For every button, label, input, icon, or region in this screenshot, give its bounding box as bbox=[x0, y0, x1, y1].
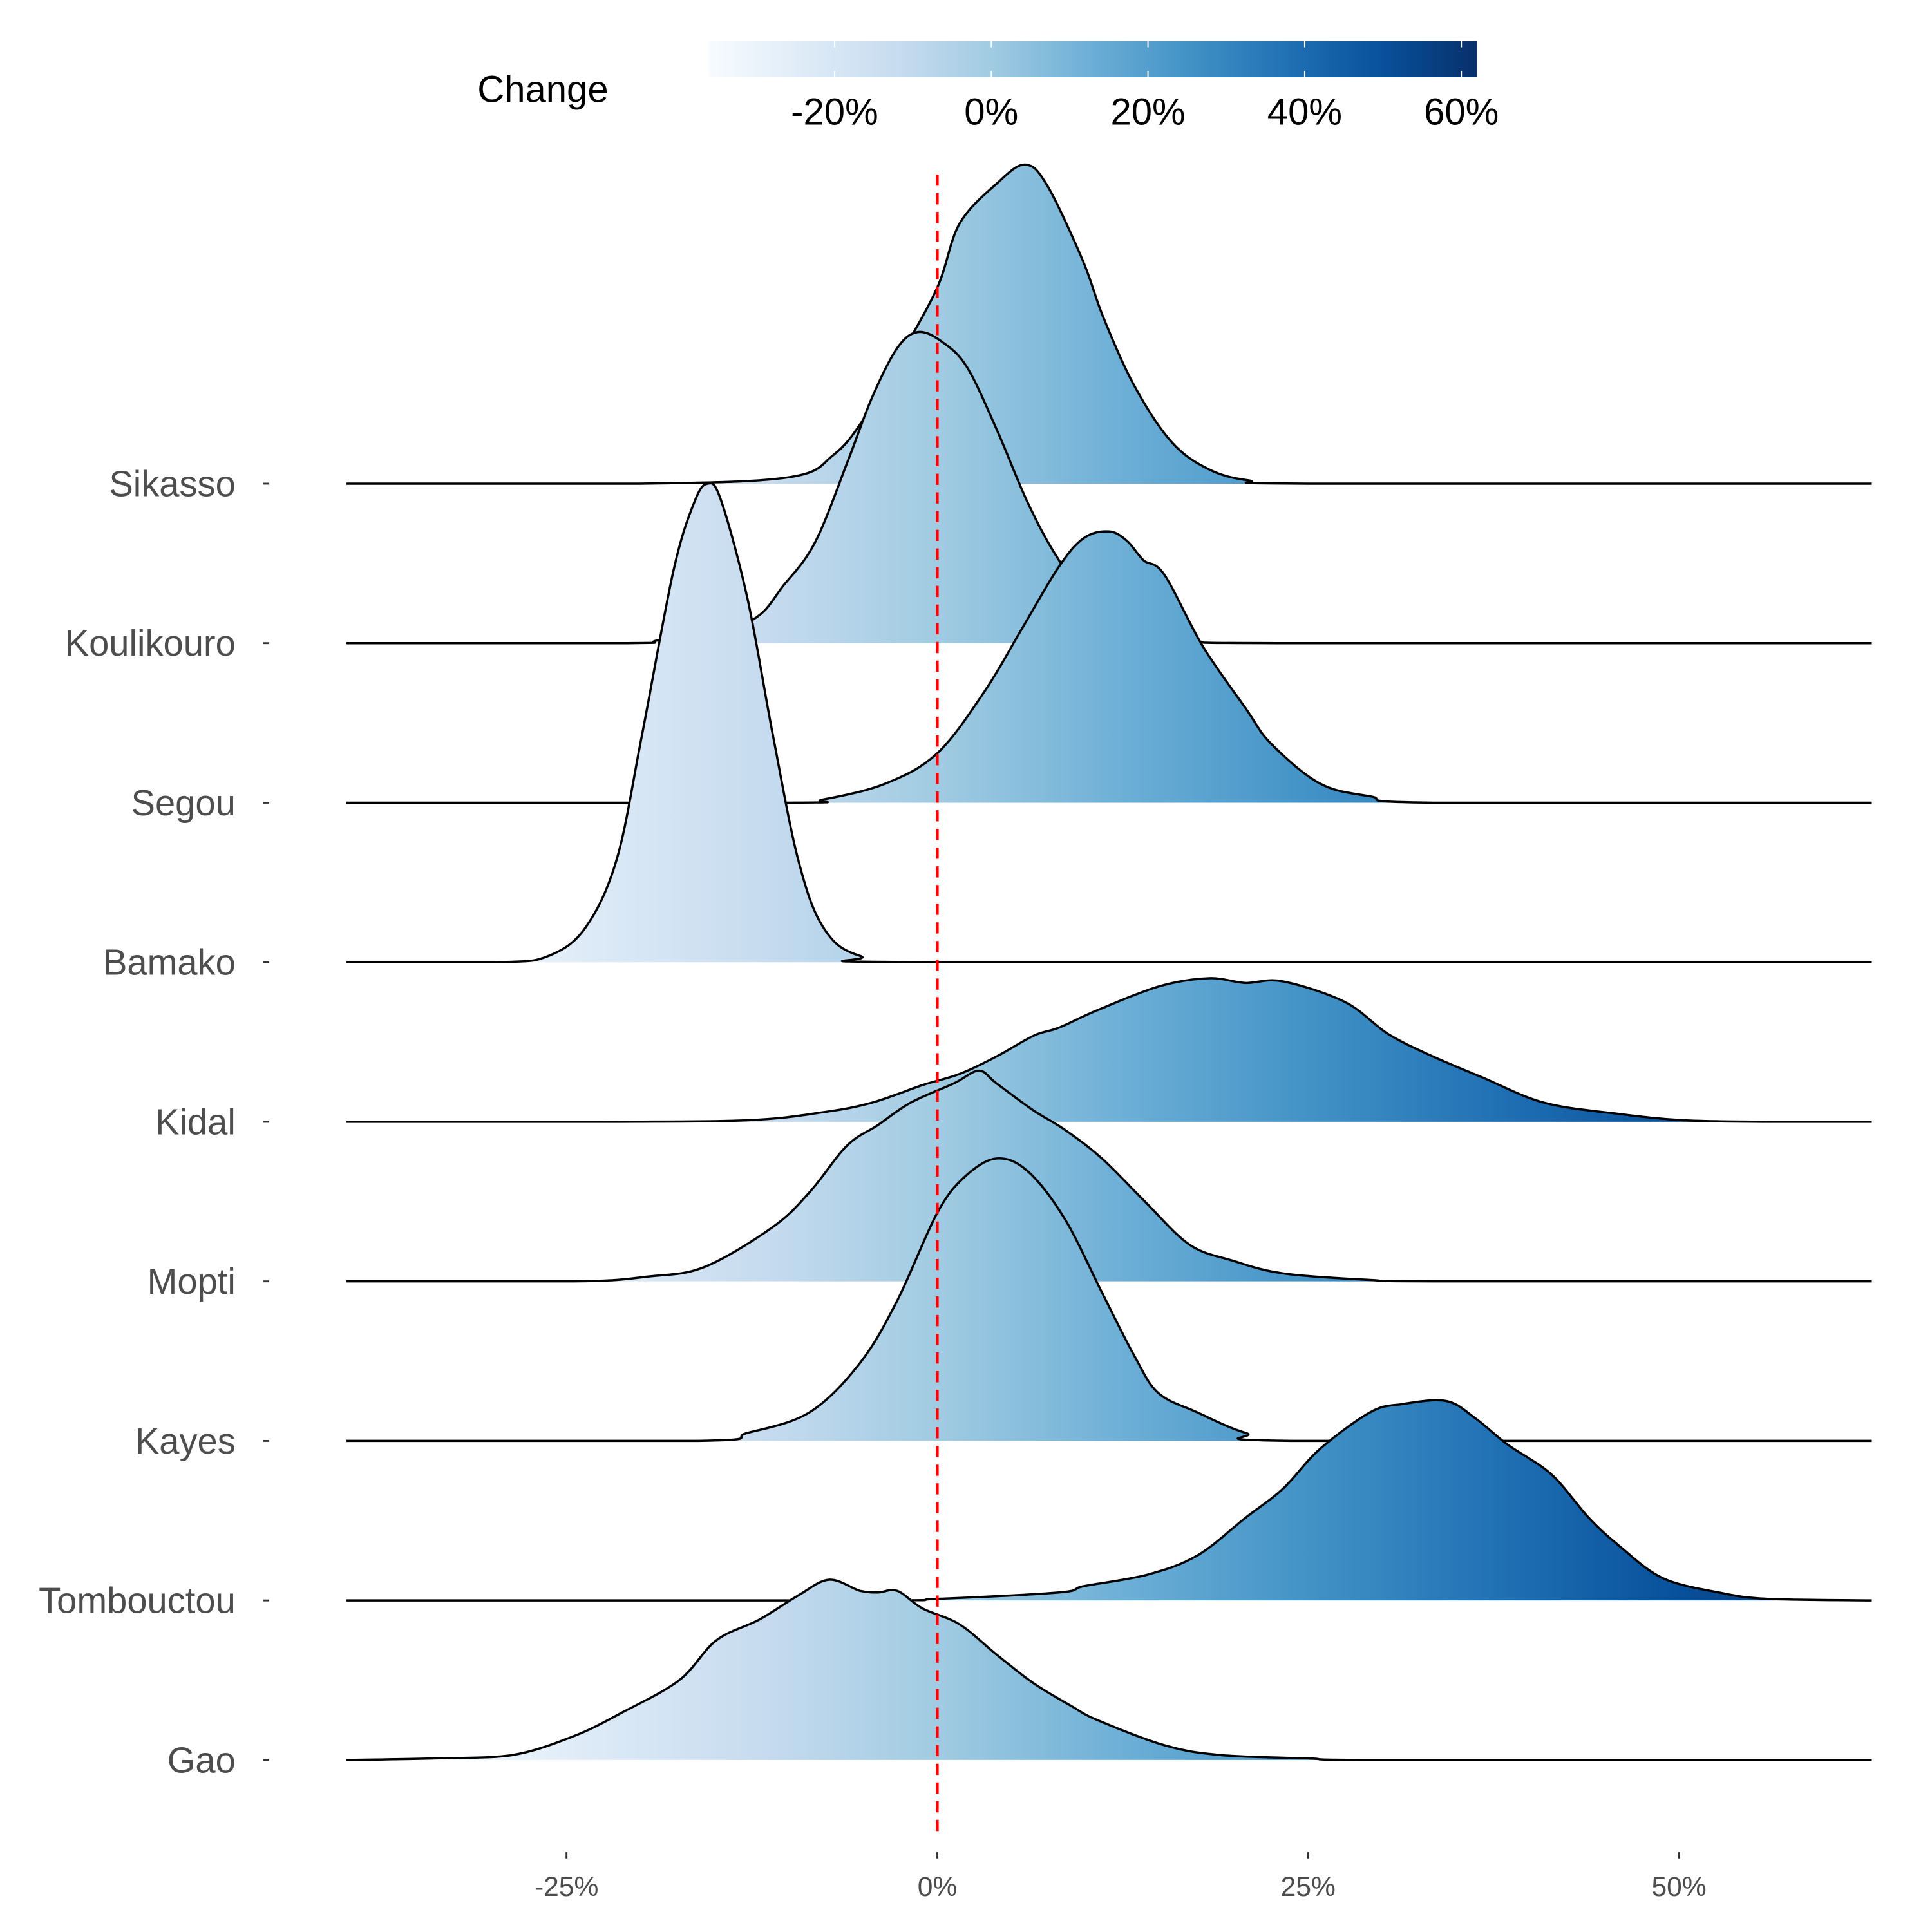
ridge-outline bbox=[346, 977, 1872, 1123]
ridge-tombouctou bbox=[346, 1399, 1879, 1602]
ridge-outline bbox=[346, 1399, 1872, 1602]
x-tick-label: -25% bbox=[535, 1871, 598, 1902]
y-tick-label: Tombouctou bbox=[39, 1580, 236, 1621]
y-tick-label: Mopti bbox=[147, 1261, 236, 1302]
ridges bbox=[346, 163, 1879, 1761]
y-tick-label: Sikasso bbox=[109, 463, 235, 504]
x-tick-label: 50% bbox=[1651, 1871, 1706, 1902]
ridge-fill bbox=[346, 1158, 1879, 1441]
legend-title: Change bbox=[477, 69, 608, 111]
ridge-outline bbox=[346, 1578, 1872, 1761]
colorbar-tick-label: 0% bbox=[964, 91, 1018, 133]
colorbar bbox=[709, 41, 1477, 77]
ridge-outline bbox=[346, 482, 1872, 963]
colorbar-tick-label: 60% bbox=[1424, 91, 1499, 133]
ridge-outline bbox=[346, 530, 1872, 804]
colorbar-tick-label: 20% bbox=[1110, 91, 1185, 133]
x-axis: -25% 0% 25% 50% bbox=[535, 1852, 1707, 1902]
ridge-outline bbox=[346, 1157, 1872, 1443]
ridge-sikasso bbox=[346, 163, 1879, 485]
colorbar-tick-label: -20% bbox=[791, 91, 878, 133]
y-tick-label: Koulikouro bbox=[65, 623, 236, 663]
y-tick-label: Kayes bbox=[135, 1421, 236, 1461]
ridge-kidal bbox=[346, 977, 1879, 1123]
ridge-fill bbox=[346, 1579, 1879, 1760]
ridge-gao bbox=[346, 1578, 1879, 1761]
ridge-outline bbox=[346, 163, 1872, 485]
y-tick-label: Bamako bbox=[103, 942, 236, 983]
ridge-mopti bbox=[346, 1069, 1879, 1283]
y-tick-label: Segou bbox=[131, 782, 236, 823]
ridge-fill bbox=[346, 164, 1879, 484]
x-tick-label: 25% bbox=[1281, 1871, 1336, 1902]
ridge-kayes bbox=[346, 1157, 1879, 1443]
legend: Change -20% 0% 20% 40% 60% bbox=[477, 41, 1499, 133]
ridge-bamako bbox=[346, 482, 1879, 963]
y-axis: Sikasso Koulikouro Segou Bamako Kidal Mopti Ka… bbox=[39, 463, 270, 1780]
y-tick-label: Gao bbox=[167, 1739, 236, 1780]
ridge-fill bbox=[346, 978, 1879, 1122]
ridge-segou bbox=[346, 530, 1879, 804]
ridge-outline bbox=[346, 1069, 1872, 1283]
ridge-fill bbox=[346, 531, 1879, 803]
ridge-fill bbox=[346, 1070, 1879, 1282]
colorbar-tick-label: 40% bbox=[1267, 91, 1342, 133]
x-tick-label: 0% bbox=[918, 1871, 958, 1902]
ridge-fill bbox=[346, 483, 1879, 963]
y-tick-label: Kidal bbox=[155, 1101, 236, 1142]
ridge-fill bbox=[346, 1400, 1879, 1601]
